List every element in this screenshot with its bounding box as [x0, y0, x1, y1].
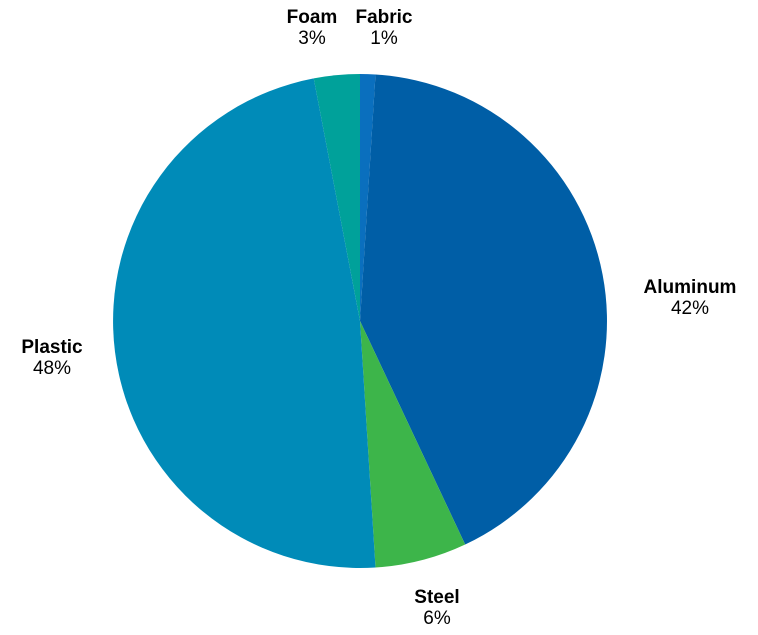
pie-slice-steel — [360, 321, 466, 568]
slice-label-steel: Steel 6% — [414, 587, 460, 630]
slice-name-aluminum: Aluminum — [643, 277, 737, 298]
slice-value-steel: 6% — [423, 607, 451, 629]
slice-label-fabric: Fabric 1% — [355, 7, 413, 50]
slice-value-fabric: 1% — [370, 27, 398, 49]
slice-label-aluminum: Aluminum 42% — [643, 277, 737, 320]
slice-value-foam: 3% — [298, 27, 326, 49]
slice-name-foam: Foam — [286, 7, 338, 28]
pie-slice-foam — [313, 74, 360, 321]
slice-label-foam: Foam 3% — [286, 7, 338, 50]
pie-slice-aluminum — [360, 74, 607, 545]
pie-slice-fabric — [360, 74, 376, 321]
pie-slice-plastic — [113, 78, 376, 568]
slice-name-fabric: Fabric — [355, 7, 413, 28]
slice-value-aluminum: 42% — [670, 297, 710, 319]
slice-name-plastic: Plastic — [21, 337, 83, 358]
slice-label-plastic: Plastic 48% — [21, 337, 83, 380]
slice-name-steel: Steel — [414, 587, 460, 608]
slice-value-plastic: 48% — [32, 357, 72, 379]
